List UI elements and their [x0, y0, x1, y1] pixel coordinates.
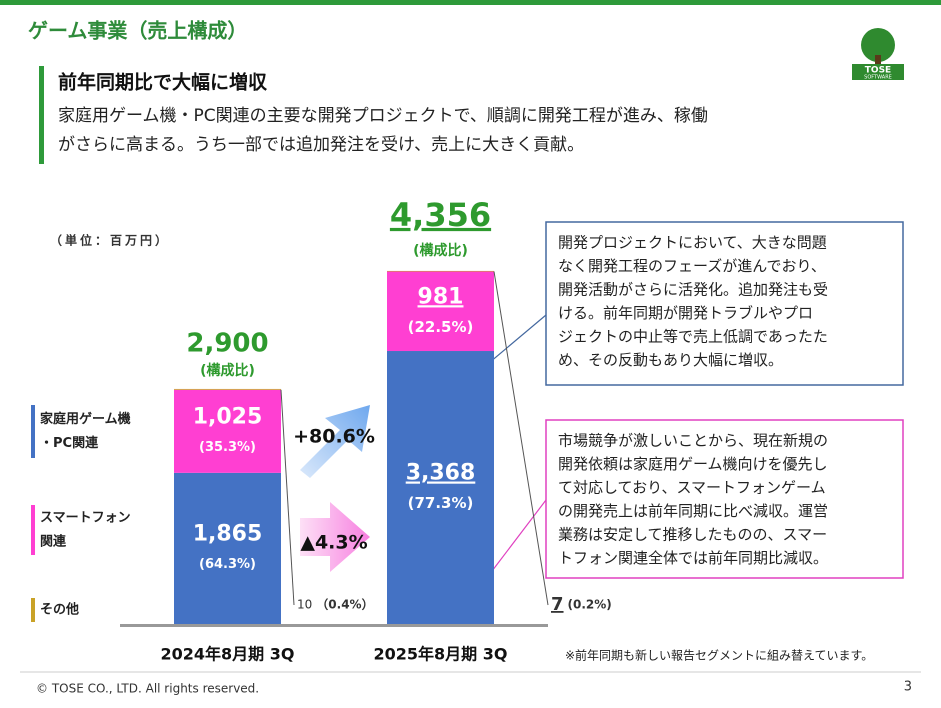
legend-label: スマートフォン	[40, 511, 131, 526]
legend-label: ・PC関連	[40, 435, 99, 451]
callout-text: なく開発工程のフェーズが進んでおり、	[558, 257, 826, 275]
value-label: 1,025	[193, 404, 263, 429]
callout-text: て対応しており、スマートフォンゲーム	[558, 479, 826, 497]
share-label: (22.5%)	[408, 318, 474, 336]
total-label: 2,900	[186, 328, 268, 358]
change-label: ▲4.3%	[300, 532, 367, 554]
x-tick-label: 2025年8月期 3Q	[374, 645, 508, 664]
share-label: (64.3%)	[199, 557, 256, 572]
total-note: (構成比)	[200, 362, 255, 379]
change-label: +80.6%	[293, 426, 375, 448]
callout-text: の開発売上は前年同期に比べ減収。運営	[558, 502, 828, 520]
bar-segment	[387, 351, 494, 624]
bar-segment	[387, 270, 494, 272]
bar-segment	[174, 389, 281, 473]
callout-box	[545, 419, 904, 579]
callout-text: 開発活動がさらに活発化。追加発注も受	[558, 281, 828, 299]
callout-text: 開発依頼は家庭用ゲーム機向けを優先し	[558, 455, 828, 473]
share-label: (35.3%)	[199, 440, 256, 455]
share-label: (77.3%)	[408, 494, 474, 512]
share-label: (0.2%)	[568, 598, 612, 612]
body-line: がさらに高まる。うち一部では追加発注を受け、売上に大きく貢献。	[58, 135, 584, 155]
callout-text: ジェクトの中止等で売上低調であったた	[558, 328, 828, 346]
callout-text: トフォン関連全体では前年同期比減収。	[558, 549, 828, 567]
slide-title: ゲーム事業（売上構成）	[28, 19, 247, 43]
body-line: 家庭用ゲーム機・PC関連の主要な開発プロジェクトで、順調に開発工程が進み、稼働	[58, 106, 708, 126]
share-label: （0.4%）	[316, 597, 373, 612]
logo-text: TOSE	[865, 66, 891, 76]
logo: TOSE SOFTWARE	[852, 28, 904, 81]
callout-text: ける。前年同期が開発トラブルやプロ	[558, 304, 813, 322]
headline-bar	[39, 66, 44, 164]
callout-text: 開発プロジェクトにおいて、大きな問題	[558, 234, 827, 252]
total-label: 4,356	[390, 196, 491, 234]
legend-swatch	[31, 598, 35, 622]
top-bar	[0, 0, 941, 5]
footnote: ※前年同期も新しい報告セグメントに組み替えています。	[565, 648, 873, 663]
total-note: (構成比)	[413, 242, 468, 259]
bar-segment	[387, 271, 494, 352]
callout-box	[545, 221, 904, 386]
legend-swatch	[31, 505, 35, 555]
callout-text: め、その反動もあり大幅に増収。	[558, 351, 783, 369]
legend-label: 関連	[40, 534, 67, 550]
value-label: 3,368	[406, 461, 476, 486]
callout-text: 業務は安定して推移したものの、スマー	[558, 526, 827, 544]
value-label: 1,865	[193, 521, 263, 546]
value-label: 981	[418, 284, 464, 309]
value-label: 7	[551, 594, 564, 615]
bar-segment	[174, 388, 281, 390]
page-number: 3	[904, 680, 912, 695]
x-tick-label: 2024年8月期 3Q	[161, 645, 295, 664]
legend-label: その他	[40, 602, 79, 618]
headline: 前年同期比で大幅に増収	[58, 71, 268, 94]
value-label: 10	[297, 598, 312, 612]
unit: （単位：百万円）	[50, 233, 170, 248]
callout-text: 市場競争が激しいことから、現在新規の	[558, 432, 828, 450]
bar-segment	[174, 472, 281, 624]
decline-arrow	[300, 502, 370, 572]
copyright: © TOSE CO., LTD. All rights reserved.	[36, 682, 259, 696]
leader-line	[280, 389, 295, 606]
legend-label: 家庭用ゲーム機	[40, 411, 131, 427]
connector	[488, 499, 547, 576]
legend-swatch	[31, 405, 35, 458]
logo-sub: SOFTWARE	[864, 75, 892, 81]
growth-arrow	[300, 405, 370, 478]
leader-line	[493, 271, 549, 606]
